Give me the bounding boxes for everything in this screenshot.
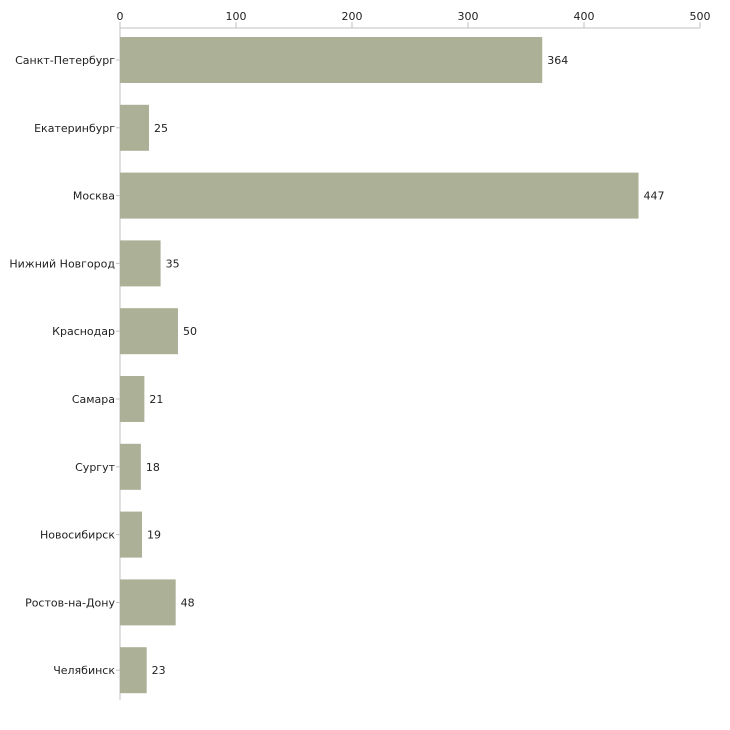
bar [120,240,161,287]
bar [120,376,145,422]
data-label: 35 [166,257,180,270]
x-axis: 0 100 200 300 400 500 [117,10,711,29]
data-label: 18 [146,461,160,474]
data-label: 48 [181,596,195,609]
category-label: Екатеринбург [34,122,115,135]
x-tick-label: 500 [690,10,711,23]
category-label: Сургут [75,461,115,474]
bar [120,579,176,626]
x-tick-label: 100 [226,10,247,23]
x-tick-label: 0 [117,10,124,23]
bar [120,104,149,151]
x-tick-label: 400 [574,10,595,23]
category-label: Краснодар [52,325,115,338]
bar [120,647,147,694]
data-label: 447 [644,190,665,203]
category-label: Новосибирск [40,529,115,542]
y-axis: Санкт-Петербург Екатеринбург Москва Нижний … [9,28,121,700]
data-label: 23 [152,664,166,677]
bar [120,308,178,355]
bars [120,37,639,694]
x-tick-label: 200 [342,10,363,23]
category-label: Самара [72,393,115,406]
data-label: 50 [183,325,197,338]
data-label: 25 [154,122,168,135]
data-label: 19 [147,529,161,542]
category-label: Москва [73,190,115,203]
category-label: Санкт-Петербург [15,54,115,67]
value-labels: 364 25 447 35 50 21 18 19 48 23 [146,54,665,677]
bar [120,172,639,219]
data-label: 364 [547,54,568,67]
category-label: Челябинск [53,664,115,677]
data-label: 21 [149,393,163,406]
x-tick-label: 300 [458,10,479,23]
bar [120,37,543,83]
category-label: Нижний Новгород [9,257,115,270]
category-label: Ростов-на-Дону [25,596,115,609]
bar [120,443,141,490]
bar [120,511,143,558]
